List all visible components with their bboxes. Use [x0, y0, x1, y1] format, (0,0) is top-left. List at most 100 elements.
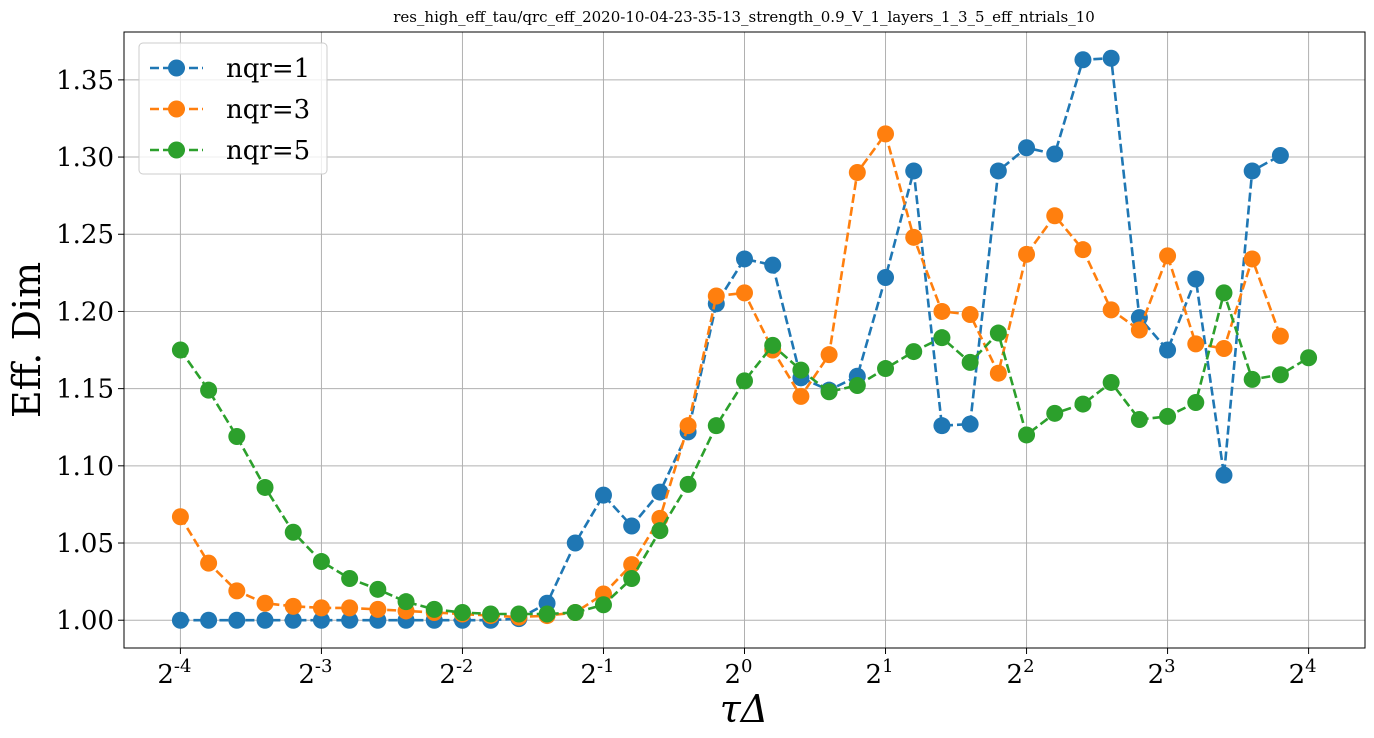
data-point	[707, 287, 725, 305]
legend-marker	[168, 59, 185, 77]
data-point	[1074, 51, 1092, 69]
data-point	[1271, 327, 1289, 345]
data-point	[933, 329, 951, 347]
data-point	[877, 125, 895, 143]
legend-label: nqr=5	[226, 136, 310, 166]
data-point	[848, 163, 866, 181]
data-point	[171, 508, 189, 526]
data-point	[284, 611, 302, 629]
x-tick-label: 2-3	[298, 656, 332, 690]
data-point	[256, 594, 274, 612]
series-layer	[171, 49, 1318, 629]
data-point	[256, 478, 274, 496]
data-point	[989, 162, 1007, 180]
data-point	[341, 611, 359, 629]
data-point	[1018, 426, 1036, 444]
data-point	[566, 534, 584, 552]
data-point	[651, 483, 669, 501]
data-point	[369, 600, 387, 618]
data-point	[312, 599, 330, 617]
data-point	[1187, 394, 1205, 412]
data-point	[1159, 247, 1177, 265]
y-tick-label: 1.00	[56, 606, 114, 636]
data-point	[1271, 366, 1289, 384]
x-tick-label: 2-2	[439, 656, 473, 690]
data-point	[877, 360, 895, 378]
legend: nqr=1 nqr=3 nqr=5	[138, 42, 328, 175]
y-axis-ticks: 1.00 1.05 1.10 1.15 1.20 1.25 1.30 1.35	[56, 66, 124, 636]
data-point	[425, 600, 443, 618]
data-point	[1215, 339, 1233, 357]
data-point	[1046, 207, 1064, 225]
data-point	[171, 611, 189, 629]
y-tick-label: 1.35	[56, 66, 114, 96]
data-point	[1300, 349, 1318, 367]
data-point	[820, 383, 838, 401]
x-tick-exponent: -4	[174, 656, 192, 677]
data-point	[820, 346, 838, 364]
grid	[124, 32, 1365, 648]
data-point	[341, 570, 359, 588]
series-line	[179, 130, 1282, 619]
data-point	[1074, 395, 1092, 413]
data-point	[284, 523, 302, 541]
y-tick-label: 1.15	[56, 375, 114, 405]
data-point	[1159, 341, 1177, 359]
x-tick-base: 2	[725, 660, 742, 690]
x-tick-label: 20	[725, 656, 753, 690]
data-point	[397, 593, 415, 611]
x-tick-exponent: -2	[456, 656, 474, 677]
data-point	[989, 364, 1007, 382]
x-tick-exponent: 4	[1305, 656, 1316, 677]
data-point	[453, 603, 471, 621]
data-point	[1018, 139, 1036, 157]
x-tick-base: 2	[1289, 660, 1306, 690]
data-point	[594, 596, 612, 614]
data-point	[369, 580, 387, 598]
data-point	[792, 361, 810, 379]
data-point	[284, 597, 302, 615]
legend-box	[138, 42, 328, 175]
data-point	[1243, 162, 1261, 180]
legend-marker	[168, 100, 185, 118]
data-point	[1243, 370, 1261, 388]
data-point	[764, 336, 782, 354]
data-point	[566, 603, 584, 621]
data-point	[933, 302, 951, 320]
data-point	[905, 228, 923, 246]
x-tick-exponent: -3	[315, 656, 333, 677]
series-line	[180, 56, 1282, 622]
x-tick-base: 2	[1007, 660, 1024, 690]
y-axis-label: Eff. Dim	[5, 262, 49, 418]
data-point	[905, 343, 923, 361]
data-point	[736, 372, 753, 390]
x-tick-exponent: 1	[882, 656, 893, 677]
data-point	[200, 381, 218, 399]
y-tick-label: 1.20	[56, 297, 114, 327]
data-point	[256, 611, 274, 629]
data-point	[736, 250, 753, 268]
data-point	[1046, 404, 1064, 422]
x-tick-base: 2	[439, 660, 456, 690]
data-point	[1159, 407, 1177, 425]
data-point	[1130, 321, 1148, 339]
data-point	[1271, 147, 1289, 165]
data-point	[200, 611, 218, 629]
data-point	[341, 599, 359, 617]
data-point	[707, 417, 725, 435]
data-point	[961, 306, 979, 324]
data-point	[848, 377, 866, 395]
data-point	[1243, 250, 1261, 268]
data-point	[961, 353, 979, 371]
data-point	[1187, 335, 1205, 353]
data-point	[1215, 466, 1233, 484]
x-axis-ticks: 2-4 2-3 2-2 2-1 20 21 22 23 24	[157, 648, 1317, 690]
x-tick-base: 2	[157, 660, 174, 690]
data-point	[1102, 49, 1120, 67]
data-point	[989, 324, 1007, 342]
x-tick-exponent: -1	[597, 656, 615, 677]
series-nqr=5	[171, 284, 1318, 623]
data-point	[877, 268, 895, 286]
data-point	[1018, 245, 1036, 263]
